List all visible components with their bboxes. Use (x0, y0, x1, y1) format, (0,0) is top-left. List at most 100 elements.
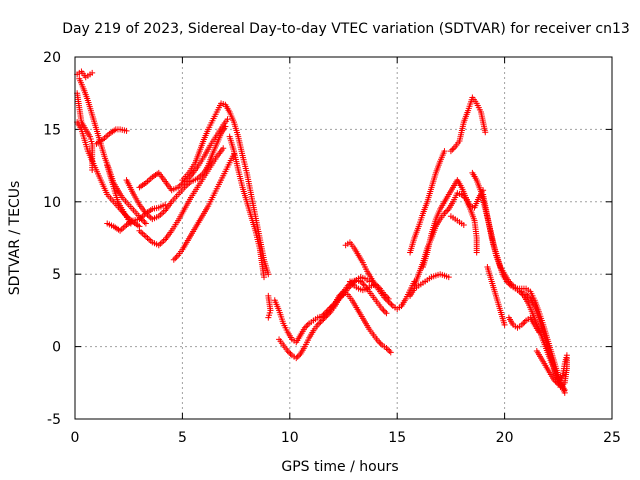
data-point (382, 292, 389, 299)
data-point (374, 337, 381, 344)
data-point (535, 329, 542, 336)
data-point (379, 305, 386, 312)
series-track-21 (407, 148, 448, 256)
data-point (523, 291, 530, 298)
data-point (170, 256, 177, 263)
data-point (482, 129, 489, 136)
data-point (89, 69, 96, 76)
data-point (376, 339, 383, 346)
series-track-10 (136, 145, 227, 249)
data-point (372, 281, 379, 288)
data-point (304, 321, 311, 328)
data-point (473, 249, 480, 256)
series-track-23 (419, 177, 487, 270)
data-point (172, 255, 179, 262)
data-point (375, 284, 382, 291)
series-track-13 (226, 133, 268, 281)
points-layer (74, 68, 570, 396)
data-point (525, 294, 532, 301)
data-point (220, 145, 227, 152)
data-point (447, 148, 454, 155)
data-point (558, 382, 565, 389)
series-track-7 (104, 201, 169, 234)
data-point (387, 300, 394, 307)
data-point (294, 353, 301, 360)
series-track-5 (93, 126, 130, 147)
data-point (507, 279, 514, 286)
grid-layer (75, 57, 612, 419)
data-point (444, 207, 451, 214)
series-track-19 (346, 278, 392, 302)
series-track-12 (179, 100, 272, 278)
data-point (123, 127, 130, 134)
data-point (441, 148, 448, 155)
data-point (521, 318, 528, 325)
series-track-28 (484, 263, 508, 328)
data-point (384, 294, 391, 301)
series-track-30 (533, 347, 570, 388)
data-point (142, 220, 149, 227)
data-point (224, 116, 231, 123)
data-point (286, 349, 293, 356)
data-point (552, 378, 559, 385)
data-point (336, 292, 343, 299)
data-point (261, 274, 268, 281)
data-point (293, 355, 300, 362)
data-point (296, 352, 303, 359)
data-point (377, 340, 384, 347)
data-point (508, 281, 515, 288)
data-point (385, 295, 392, 302)
series-track-3 (74, 119, 143, 230)
y-tick-label: 0 (52, 340, 61, 356)
data-point (349, 281, 356, 288)
y-tick-label: 5 (52, 267, 61, 283)
data-point (561, 387, 568, 394)
y-tick-label: 20 (43, 50, 61, 66)
series-track-31 (505, 314, 542, 336)
data-point (383, 345, 390, 352)
data-point (563, 352, 570, 359)
series-track-16 (276, 276, 390, 362)
data-point (387, 349, 394, 356)
series-track-25 (447, 213, 467, 228)
data-point (524, 292, 531, 299)
data-point (382, 308, 389, 315)
data-point (344, 282, 351, 289)
data-point (265, 314, 272, 321)
chart-title: Day 219 of 2023, Sidereal Day-to-day VTE… (62, 21, 630, 37)
data-point (301, 324, 308, 331)
series-track-24 (447, 94, 489, 155)
data-point (383, 310, 390, 317)
data-point (441, 210, 448, 217)
data-point (442, 208, 449, 215)
data-point (388, 301, 395, 308)
series-track-20 (407, 271, 452, 299)
data-point (450, 145, 457, 152)
data-point (381, 291, 388, 298)
data-point (314, 321, 321, 328)
data-point (284, 347, 291, 354)
series-track-9 (136, 116, 231, 194)
x-axis-label: GPS time / hours (281, 459, 398, 475)
data-point (458, 191, 465, 198)
series-track-6 (104, 162, 134, 227)
series-track-14 (265, 292, 274, 321)
series-track-17 (319, 288, 394, 356)
series-track-1 (74, 68, 96, 81)
x-tick-label: 15 (388, 430, 406, 446)
data-point (445, 274, 452, 281)
data-point (337, 291, 344, 298)
data-point (501, 321, 508, 328)
data-point (359, 279, 366, 286)
data-point (317, 318, 324, 325)
data-point (553, 379, 560, 386)
data-point (551, 376, 558, 383)
data-point (303, 323, 310, 330)
data-point (320, 316, 327, 323)
x-tick-label: 0 (71, 430, 80, 446)
y-tick-label: -5 (47, 412, 61, 428)
x-tick-label: 10 (281, 430, 299, 446)
ticks-layer: 0 5 10 15 20 25 -5 0 5 10 15 20 (43, 50, 621, 446)
data-point (460, 221, 467, 228)
